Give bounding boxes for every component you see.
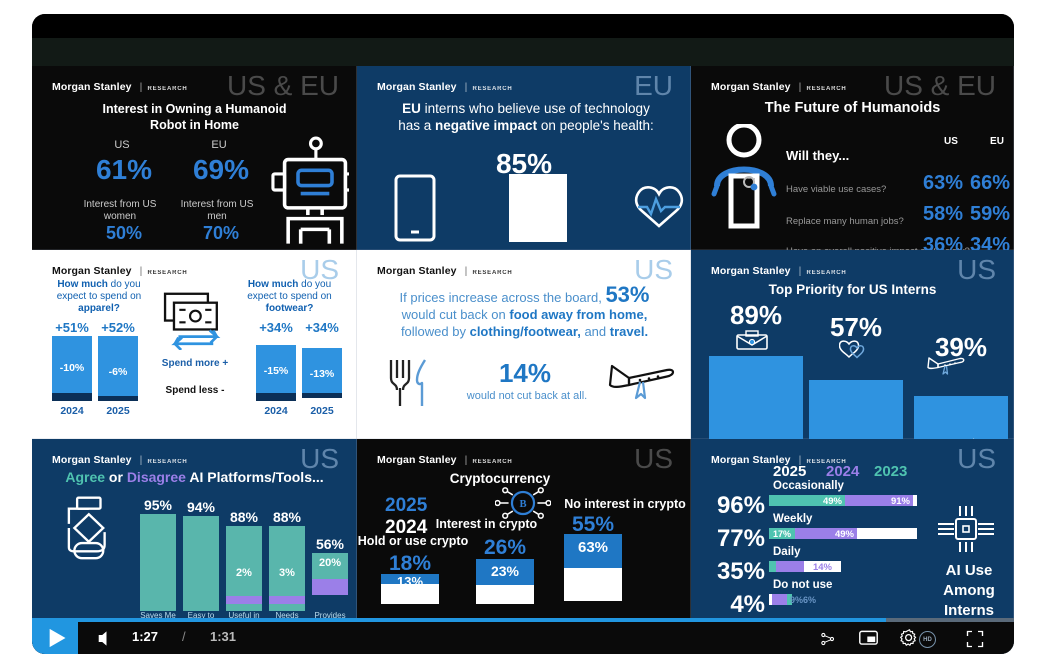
svg-text:B: B — [519, 499, 526, 510]
